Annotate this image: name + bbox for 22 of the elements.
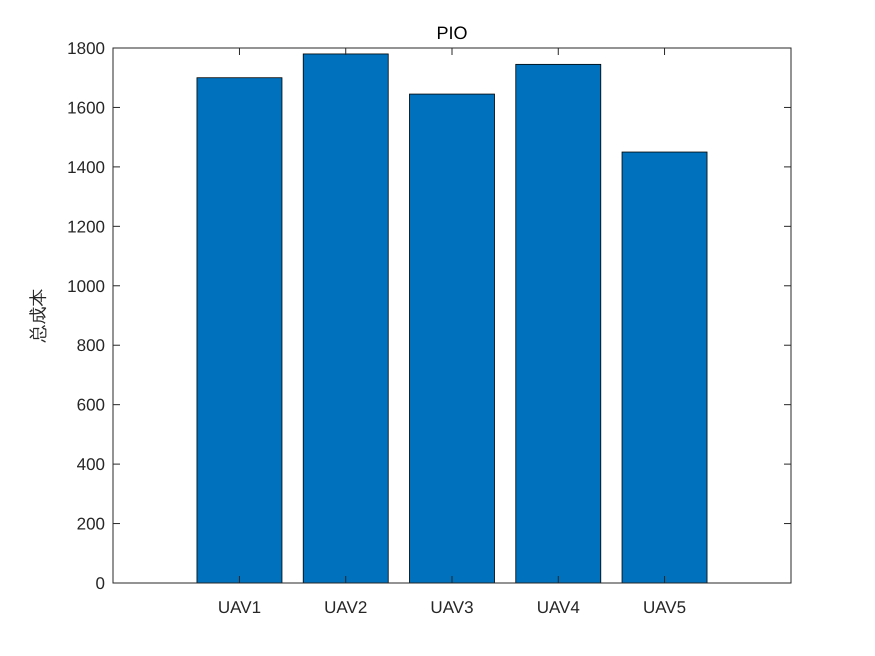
y-axis-title: 总成本 [28,288,49,344]
x-tick-label: UAV2 [324,598,368,617]
y-tick-label: 800 [76,336,105,356]
y-tick-label: 1000 [67,276,105,296]
x-tick-label: UAV5 [642,598,686,617]
y-tick-label: 1600 [67,98,105,118]
bar [515,64,602,584]
bar [196,77,282,584]
y-tick-label: 400 [76,455,105,474]
bar [622,152,708,584]
bar [302,54,389,584]
y-tick-label: 1200 [67,217,105,236]
x-tick-label: UAV3 [430,598,474,617]
chart-title: PIO [436,23,468,43]
y-tick-label: 1400 [67,158,105,177]
x-tick-label: UAV4 [536,598,580,617]
y-tick-label: 600 [76,396,105,415]
bar [409,94,495,584]
y-tick-label: 200 [76,514,105,534]
y-tick-label: 0 [96,574,105,593]
x-tick-label: UAV1 [218,598,262,617]
y-tick-label: 1800 [67,39,105,58]
